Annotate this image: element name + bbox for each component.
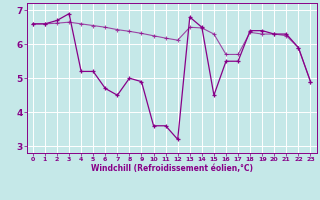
X-axis label: Windchill (Refroidissement éolien,°C): Windchill (Refroidissement éolien,°C) <box>91 164 253 173</box>
